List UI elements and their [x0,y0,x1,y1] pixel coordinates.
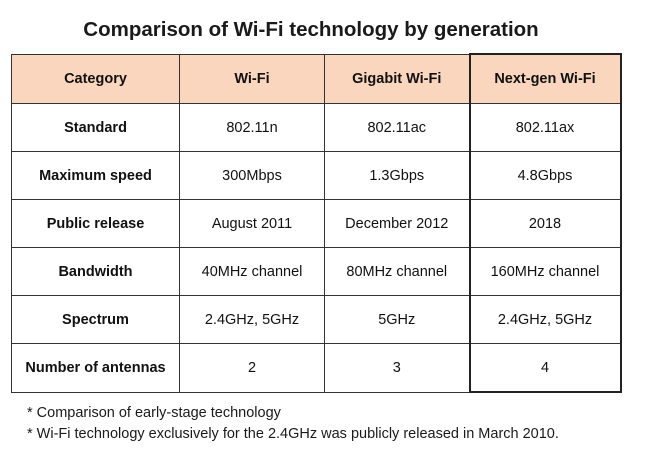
table-cell: 2.4GHz, 5GHz [179,295,325,344]
table-cell: 300Mbps [179,151,325,200]
column-header-next-gen-wifi: Next-gen Wi-Fi [468,53,622,104]
table-cell: 1.3Gbps [324,151,470,200]
comparison-table: Category Wi-Fi Gigabit Wi-Fi Next-gen Wi… [11,53,622,393]
page-title: Comparison of Wi-Fi technology by genera… [83,18,539,41]
table-row: Bandwidth 40MHz channel 80MHz channel 16… [11,247,622,296]
table-cell: 3 [324,343,470,393]
column-header-wifi: Wi-Fi [179,53,325,104]
table-row: Standard 802.11n 802.11ac 802.11ax [11,103,622,152]
footnote: * Wi-Fi technology exclusively for the 2… [27,426,559,442]
table-cell: 40MHz channel [179,247,325,296]
column-header-category: Category [11,53,180,104]
table-cell: 802.11ac [324,103,470,152]
table-cell: 160MHz channel [468,247,622,296]
table-cell: 4 [468,343,622,393]
row-label: Public release [11,199,180,248]
table-row: Public release August 2011 December 2012… [11,199,622,248]
column-header-gigabit-wifi: Gigabit Wi-Fi [324,53,470,104]
footnotes: * Comparison of early-stage technology *… [27,403,627,445]
table-cell: 2 [179,343,325,393]
row-label: Maximum speed [11,151,180,200]
row-label: Standard [11,103,180,152]
row-label: Bandwidth [11,247,180,296]
table-cell: 802.11ax [468,103,622,152]
table-cell: December 2012 [324,199,470,248]
table-row: Maximum speed 300Mbps 1.3Gbps 4.8Gbps [11,151,622,200]
table-row: Spectrum 2.4GHz, 5GHz 5GHz 2.4GHz, 5GHz [11,295,622,344]
table-cell: 4.8Gbps [468,151,622,200]
footnote: * Comparison of early-stage technology [27,405,281,421]
table-cell: 2.4GHz, 5GHz [468,295,622,344]
table-cell: 80MHz channel [324,247,470,296]
row-label: Spectrum [11,295,180,344]
row-label: Number of antennas [11,343,180,393]
table-cell: 5GHz [324,295,470,344]
table-row: Number of antennas 2 3 4 [11,343,622,393]
table-cell: 2018 [468,199,622,248]
table-cell: August 2011 [179,199,325,248]
table-cell: 802.11n [179,103,325,152]
table-header-row: Category Wi-Fi Gigabit Wi-Fi Next-gen Wi… [11,53,622,104]
